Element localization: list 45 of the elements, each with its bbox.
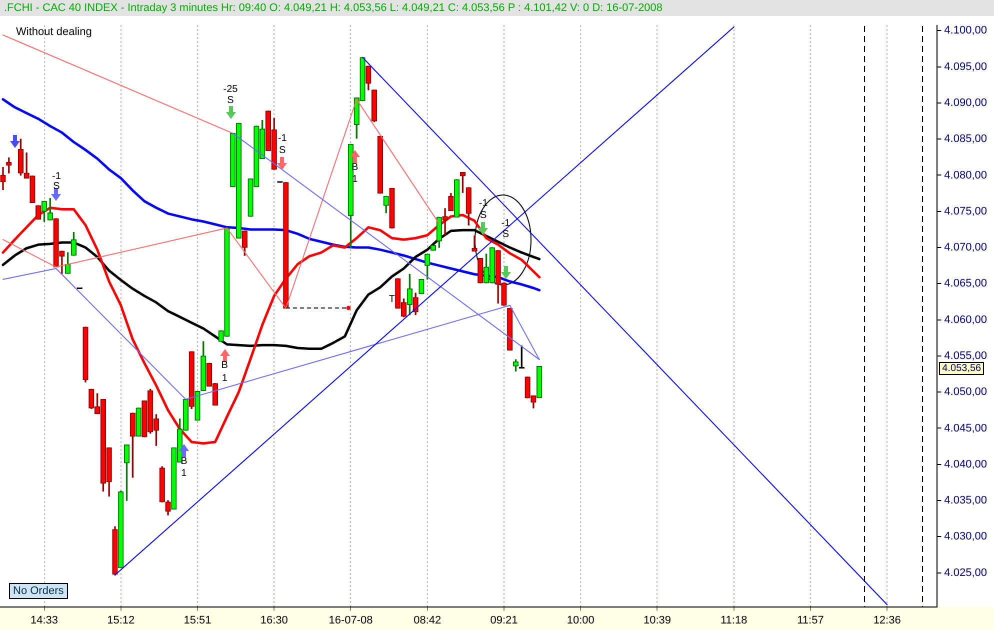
- annotation: -25: [223, 84, 238, 95]
- annotation: S: [279, 144, 286, 156]
- y-tick-label: 4.075,00: [944, 205, 988, 218]
- y-tick-label: 4.085,00: [944, 133, 988, 146]
- annotation: B: [221, 360, 228, 372]
- x-tick-label: 08:42: [414, 614, 442, 626]
- annotation: B: [180, 456, 188, 468]
- annotation: S: [502, 228, 510, 240]
- y-tick-label: 4.070,00: [944, 242, 988, 254]
- annotation: S: [480, 210, 487, 222]
- y-tick-label: 4.050,00: [944, 386, 988, 398]
- y-tick-label: 4.035,00: [944, 494, 988, 507]
- x-tick-label: 15:12: [107, 614, 135, 626]
- chart-subtitle: Without dealing: [16, 26, 92, 38]
- annotation: -1: [52, 170, 61, 182]
- annotation: -1: [278, 133, 287, 144]
- y-tick-label: 4.025,00: [944, 566, 988, 579]
- y-tick-label: 4.030,00: [944, 530, 988, 543]
- y-tick-label: 4.045,00: [944, 422, 988, 434]
- x-tick-label: 15:51: [184, 614, 212, 626]
- x-tick-label: 14:33: [30, 614, 58, 626]
- x-tick-label: 11:18: [720, 614, 748, 626]
- annotation: S: [227, 94, 234, 106]
- x-tick-label: 10:00: [566, 614, 594, 626]
- y-tick-label: 4.065,00: [944, 278, 988, 290]
- annotation: -1: [501, 218, 510, 229]
- annotation: No Orders: [9, 582, 68, 599]
- annotation: 1: [181, 468, 187, 479]
- annotation: 1: [222, 373, 228, 384]
- y-tick-label: 4.100,00: [944, 24, 988, 37]
- x-tick-label: 16:30: [260, 614, 288, 626]
- y-tick-label: 4.080,00: [944, 169, 988, 182]
- x-tick-label: 16-07-08: [328, 614, 373, 626]
- y-tick-label: 4.055,00: [944, 350, 988, 362]
- text: 4.053,56: [939, 362, 984, 376]
- y-tick-label: 4.060,00: [944, 314, 988, 326]
- annotation: T: [388, 294, 396, 305]
- x-tick-label: 10:39: [643, 614, 671, 626]
- chart-title: .FCHI - CAC 40 INDEX - Intraday 3 minutes Hr: 09:40 O: 4.049,21 H: 4.053,56 L: 4.049,21 C: 4.053,56 P : 4.101,42 V: 0 D: 16-07-2008: [0, 0, 994, 16]
- x-tick-label: 11:57: [797, 614, 824, 626]
- y-tick-label: 4.095,00: [944, 60, 988, 73]
- y-tick-label: 4.040,00: [944, 458, 988, 470]
- x-tick-label: 09:21: [490, 614, 518, 626]
- y-tick-label: 4.090,00: [944, 96, 988, 109]
- x-tick-label: 12:36: [873, 614, 901, 626]
